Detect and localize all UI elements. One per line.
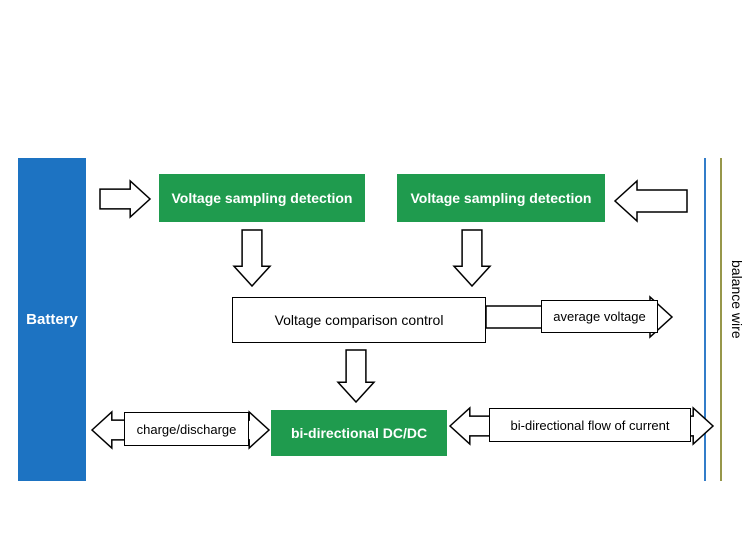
average-voltage-label: average voltage	[553, 309, 646, 324]
voltage-sampling-right-label: Voltage sampling detection	[411, 190, 592, 206]
arrow-vsd-left-down	[234, 230, 270, 286]
voltage-sampling-left-label: Voltage sampling detection	[172, 190, 353, 206]
battery-label: Battery	[26, 311, 78, 328]
arrow-vcc-down	[338, 350, 374, 402]
voltage-sampling-left-box: Voltage sampling detection	[159, 174, 365, 222]
dcdc-label: bi-directional DC/DC	[291, 425, 427, 441]
arrow-battery-to-vsd	[100, 181, 150, 217]
charge-discharge-label: charge/discharge	[137, 422, 237, 437]
arrow-wire-to-vsd	[615, 181, 687, 221]
voltage-comparison-box: Voltage comparison control	[232, 297, 486, 343]
biflow-label: bi-directional flow of current	[511, 418, 670, 433]
dcdc-box: bi-directional DC/DC	[271, 410, 447, 456]
arrows-layer	[0, 0, 750, 537]
diagram-stage: Battery Voltage sampling detection Volta…	[0, 0, 750, 537]
charge-discharge-label-box: charge/discharge	[124, 412, 249, 446]
arrow-vsd-right-down	[454, 230, 490, 286]
battery-box: Battery	[18, 158, 86, 481]
average-voltage-label-box: average voltage	[541, 300, 658, 333]
biflow-label-box: bi-directional flow of current	[489, 408, 691, 442]
voltage-sampling-right-box: Voltage sampling detection	[397, 174, 605, 222]
voltage-comparison-label: Voltage comparison control	[275, 312, 444, 328]
